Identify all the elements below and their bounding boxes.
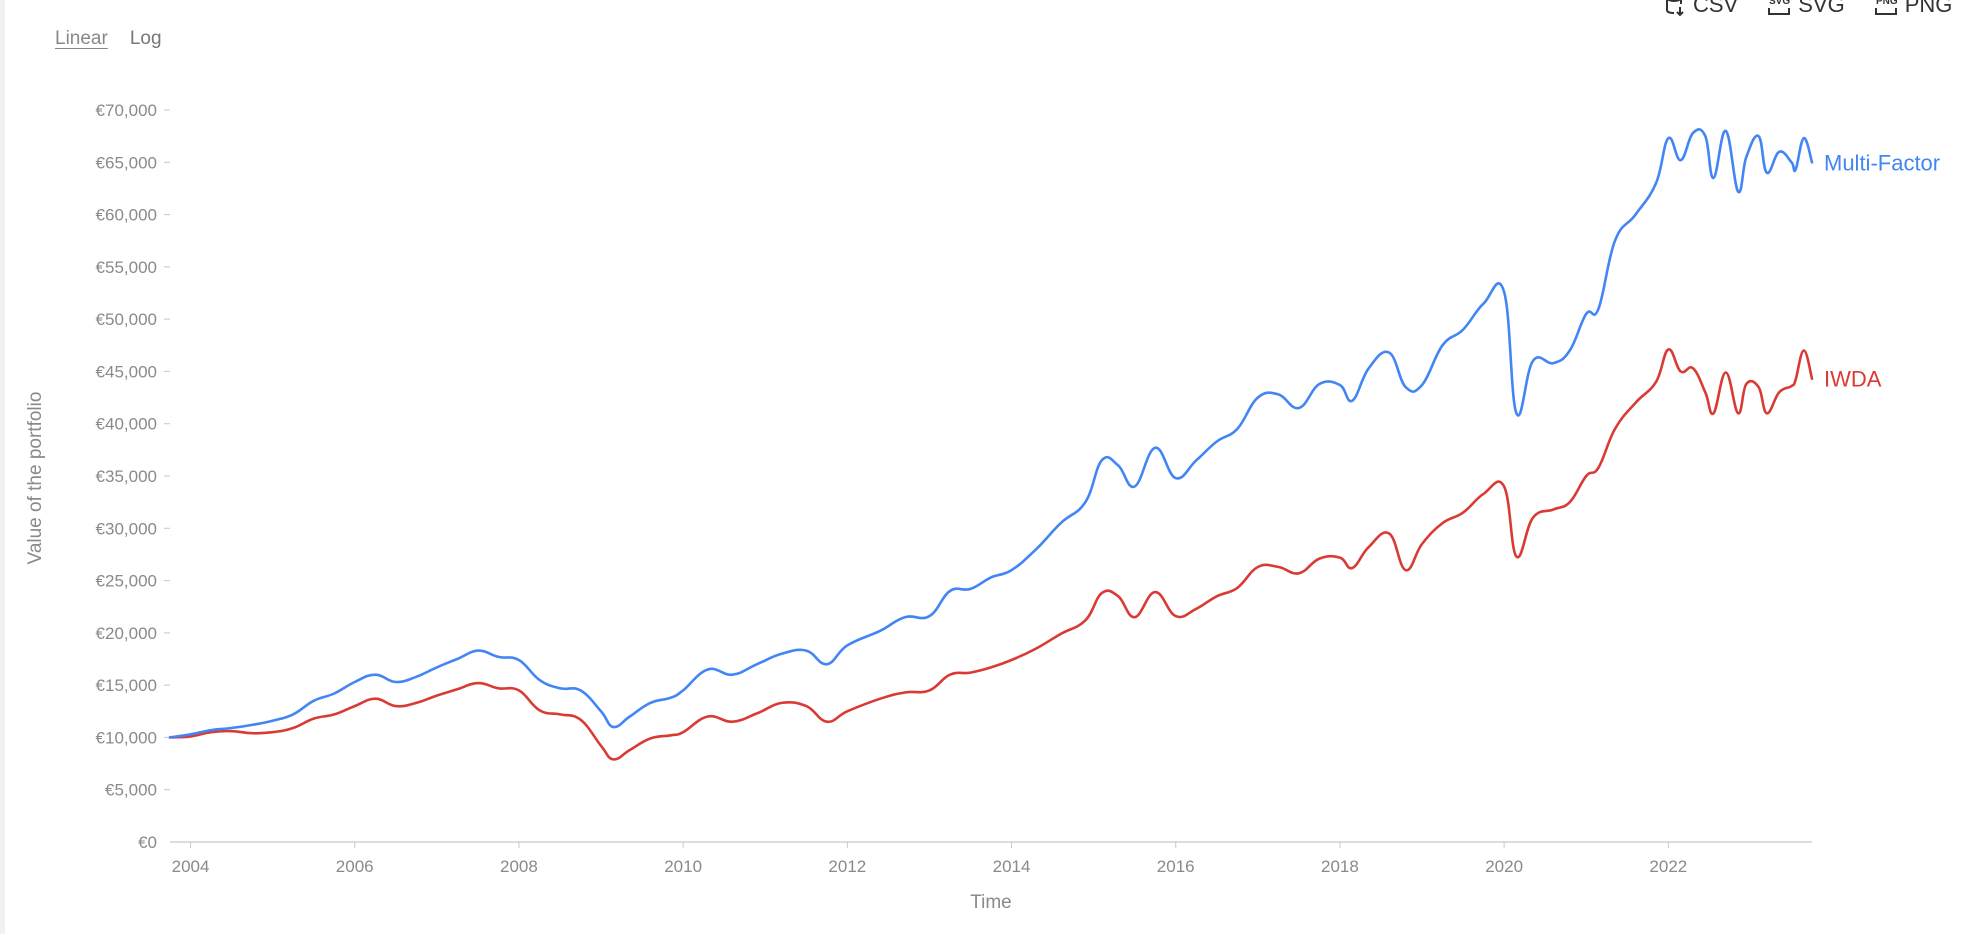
multi-factor-series-label: Multi-Factor: [1824, 150, 1940, 175]
export-toolbar: CSV SVG SVG PNG PNG: [1665, 0, 1952, 18]
y-tick-label: €25,000: [96, 572, 157, 591]
y-tick-label: €55,000: [96, 258, 157, 277]
x-tick-label: 2008: [500, 857, 538, 876]
linear-scale-button[interactable]: Linear: [55, 28, 108, 49]
x-tick-label: 2016: [1157, 857, 1195, 876]
series-lines: [168, 128, 1814, 761]
y-tick-label: €0: [138, 833, 157, 852]
export-png-button[interactable]: PNG PNG: [1874, 0, 1953, 18]
x-tick-label: 2004: [172, 857, 210, 876]
x-tick-label: 2022: [1649, 857, 1687, 876]
y-axis-ticks: €0 €5,000 €10,000 €15,000 €20,000 €25,000 €30,…: [96, 101, 170, 852]
iwda-series-line: [168, 348, 1814, 761]
log-scale-button[interactable]: Log: [129, 28, 162, 49]
svg-text:PNG: PNG: [1876, 0, 1897, 7]
y-tick-label: €40,000: [96, 415, 157, 434]
page-left-border: [0, 0, 5, 934]
database-download-icon: [1666, 0, 1684, 17]
x-tick-label: 2020: [1485, 857, 1523, 876]
x-axis-ticks: 2004 2006 2008 2010 2012 2014 2016 2018 2020 2022: [172, 842, 1687, 876]
y-tick-label: €5,000: [105, 781, 157, 800]
x-axis-title: Time: [970, 892, 1012, 913]
svg-file-icon: SVG: [1768, 0, 1791, 15]
export-csv-button[interactable]: CSV: [1665, 0, 1738, 18]
svg-text:SVG: SVG: [1769, 0, 1790, 7]
y-tick-label: €15,000: [96, 676, 157, 695]
y-tick-label: €30,000: [96, 519, 157, 538]
x-tick-label: 2006: [336, 857, 374, 876]
iwda-series-label: IWDA: [1824, 367, 1882, 392]
y-tick-label: €10,000: [96, 728, 157, 747]
export-svg-label: SVG: [1798, 0, 1845, 17]
series-labels: IWDA Multi-Factor: [1824, 150, 1940, 391]
export-csv-label: CSV: [1693, 0, 1739, 17]
x-tick-label: 2010: [664, 857, 702, 876]
y-tick-label: €60,000: [96, 206, 157, 225]
y-tick-label: €50,000: [96, 310, 157, 329]
png-file-icon: PNG: [1874, 0, 1897, 15]
x-tick-label: 2012: [828, 857, 866, 876]
x-tick-label: 2014: [993, 857, 1031, 876]
y-tick-label: €35,000: [96, 467, 157, 486]
multi-factor-series-line: [168, 128, 1814, 739]
y-tick-label: €65,000: [96, 153, 157, 172]
export-svg-button[interactable]: SVG SVG: [1768, 0, 1845, 18]
x-tick-label: 2018: [1321, 857, 1359, 876]
y-axis-title: Value of the portfolio: [25, 392, 46, 565]
export-png-label: PNG: [1904, 0, 1953, 17]
y-tick-label: €45,000: [96, 362, 157, 381]
scale-toggle: Linear Log: [55, 28, 162, 50]
y-tick-label: €20,000: [96, 624, 157, 643]
y-tick-label: €70,000: [96, 101, 157, 120]
